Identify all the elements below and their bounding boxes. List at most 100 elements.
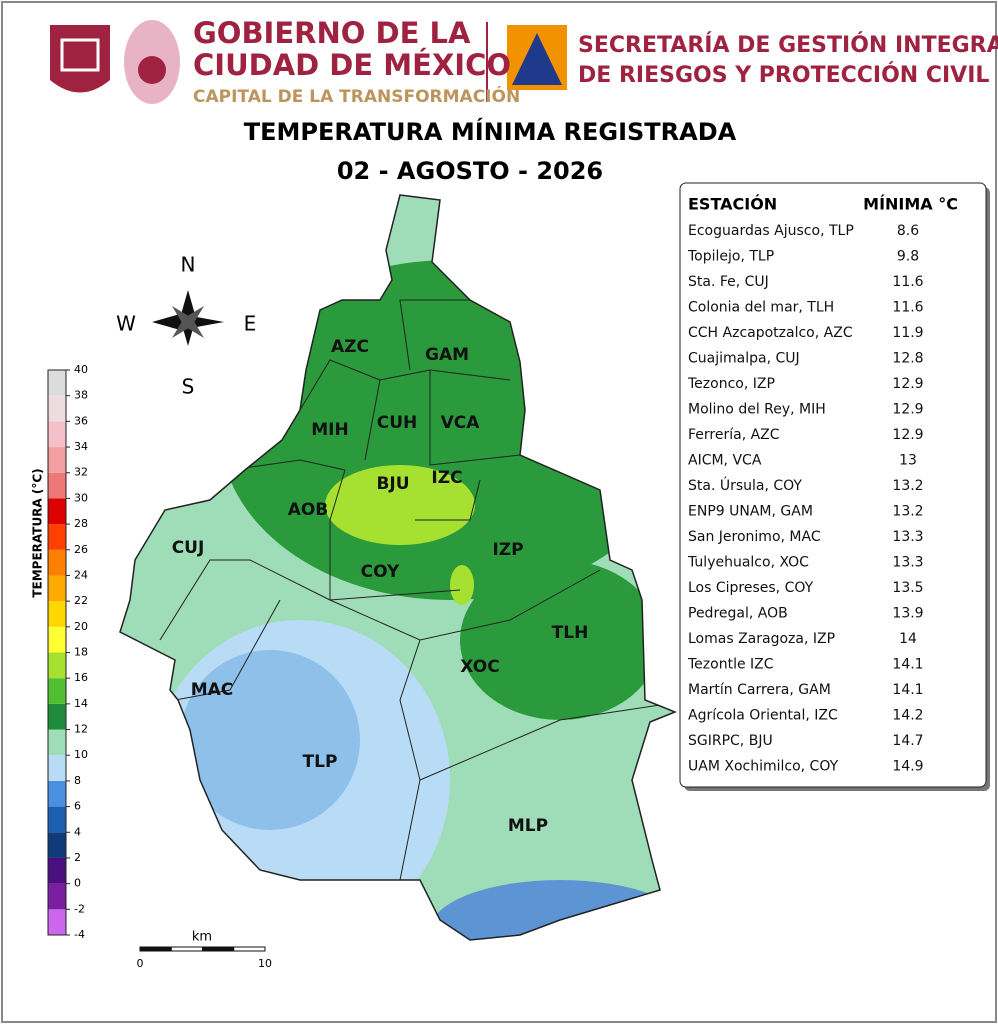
- station-min: 12.9: [892, 427, 923, 443]
- station-min: 13: [899, 453, 917, 469]
- station-name: Colonia del mar, TLH: [688, 300, 834, 316]
- legend-tick-label: 24: [74, 568, 88, 581]
- legend-band: [48, 857, 66, 884]
- legend-tick-label: 30: [74, 491, 88, 504]
- gov-line: CIUDAD DE MÉXICO: [193, 48, 511, 82]
- legend-band: [48, 652, 66, 679]
- legend-tick-label: 6: [74, 800, 81, 813]
- legend-band: [48, 832, 66, 858]
- station-min: 13.3: [892, 529, 923, 545]
- table-box: [679, 182, 987, 788]
- legend-band: [48, 678, 66, 704]
- legend-band: [48, 601, 66, 627]
- legend-tick-label: 18: [74, 646, 88, 659]
- district-label: MAC: [191, 680, 234, 700]
- legend-band: [48, 472, 66, 499]
- scale-label: 10: [258, 957, 272, 970]
- district-label: CUH: [377, 413, 418, 433]
- scale-segment: [170, 946, 203, 952]
- station-min: 14.2: [892, 708, 923, 724]
- legend-tick-label: 2: [74, 851, 81, 864]
- district-label: TLH: [552, 623, 589, 643]
- legend-tick-label: 4: [74, 825, 81, 838]
- compass-e: E: [244, 312, 257, 336]
- station-name: UAM Xochimilco, COY: [688, 759, 839, 775]
- legend-band: [48, 549, 66, 576]
- district-label: TLP: [303, 752, 338, 772]
- legend-band: [48, 575, 66, 602]
- station-name: San Jeronimo, MAC: [688, 529, 821, 545]
- district-label: GAM: [425, 345, 469, 365]
- station-min: 13.2: [892, 504, 923, 520]
- station-min: 8.6: [897, 223, 919, 239]
- legend-band: [48, 498, 66, 525]
- compass: N S W E: [116, 253, 256, 399]
- station-name: Molino del Rey, MIH: [688, 402, 826, 418]
- district-label: BJU: [376, 474, 409, 494]
- station-name: Lomas Zaragoza, IZP: [688, 631, 835, 647]
- station-min: 11.6: [892, 300, 923, 316]
- legend-band: [48, 883, 66, 910]
- station-min: 13.2: [892, 478, 923, 494]
- station-name: Tulyehualco, XOC: [687, 555, 809, 571]
- station-name: Sta. Úrsula, COY: [688, 476, 802, 494]
- logos: [50, 20, 567, 104]
- station-name: Tezonco, IZP: [687, 376, 775, 392]
- district-label: VCA: [441, 413, 481, 433]
- legend-tick-label: 10: [74, 748, 88, 761]
- station-name: Agrícola Oriental, IZC: [688, 708, 838, 724]
- district-label: IZC: [431, 468, 462, 488]
- station-min: 9.8: [897, 249, 919, 265]
- legend-tick-label: 20: [74, 620, 88, 633]
- legend-band: [48, 421, 66, 448]
- title: TEMPERATURA MÍNIMA REGISTRADA: [244, 117, 737, 146]
- station-min: 13.3: [892, 555, 923, 571]
- legend-band: [48, 370, 66, 396]
- station-min: 14.1: [892, 657, 923, 673]
- station-min: 14.1: [892, 682, 923, 698]
- station-name: CCH Azcapotzalco, AZC: [688, 325, 853, 341]
- district-label: IZP: [492, 540, 523, 560]
- station-min: 12.9: [892, 402, 923, 418]
- legend-tick-label: 34: [74, 440, 88, 453]
- legend-tick-label: 32: [74, 466, 88, 479]
- legend-tick-label: 40: [74, 363, 88, 376]
- legend-band: [48, 806, 66, 833]
- station-name: Ecoguardas Ajusco, TLP: [688, 223, 854, 239]
- station-min: 14: [899, 631, 917, 647]
- station-name: Pedregal, AOB: [688, 606, 788, 622]
- legend-tick-label: 28: [74, 517, 88, 530]
- station-min: 13.9: [892, 606, 923, 622]
- legend-band: [48, 909, 66, 935]
- station-min: 11.6: [892, 274, 923, 290]
- legend-tick-label: -4: [74, 928, 85, 941]
- station-name: Ferrería, AZC: [688, 427, 780, 443]
- table-header: MÍNIMA °C: [863, 195, 958, 214]
- compass-n: N: [181, 253, 196, 277]
- legend-band: [48, 780, 66, 807]
- station-min: 12.9: [892, 376, 923, 392]
- legend-band: [48, 729, 66, 756]
- agency-line: DE RIESGOS Y PROTECCIÓN CIVIL: [578, 62, 989, 88]
- scale-unit: km: [192, 930, 212, 945]
- table-header: ESTACIÓN: [688, 195, 777, 214]
- station-min: 14.9: [892, 759, 923, 775]
- scale-segment: [139, 946, 172, 952]
- legend-tick-label: 14: [74, 697, 88, 710]
- date: 02 - AGOSTO - 2026: [337, 157, 603, 185]
- scale-segment: [233, 946, 266, 952]
- station-min: 13.5: [892, 580, 923, 596]
- legend-tick-label: -2: [74, 902, 85, 915]
- legend-tick-label: 0: [74, 877, 81, 890]
- station-name: Tezontle IZC: [687, 657, 774, 673]
- district-label: MIH: [311, 420, 348, 440]
- legend-tick-label: 8: [74, 774, 81, 787]
- station-min: 11.9: [892, 325, 923, 341]
- district-label: AZC: [331, 337, 369, 357]
- station-name: Sta. Fe, CUJ: [688, 274, 769, 290]
- legend-tick-label: 22: [74, 594, 88, 607]
- legend-band: [48, 626, 66, 653]
- agency-line: SECRETARÍA DE GESTIÓN INTEGRAL: [578, 32, 998, 58]
